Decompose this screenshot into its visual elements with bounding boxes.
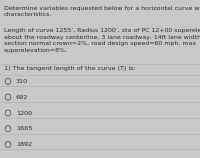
Text: Length of curve 1255’, Radius 1200’, sta of PC 12+00 superelevation rotated
abou: Length of curve 1255’, Radius 1200’, sta… bbox=[4, 28, 200, 53]
Text: 1) The tangent length of the curve (T) is:: 1) The tangent length of the curve (T) i… bbox=[4, 66, 136, 71]
Text: 1892: 1892 bbox=[16, 142, 32, 147]
Text: 1665: 1665 bbox=[16, 126, 32, 131]
Text: 310: 310 bbox=[16, 79, 28, 84]
Text: Determine variables requested below for a horizontal curve with the following
ch: Determine variables requested below for … bbox=[4, 6, 200, 17]
Text: 692: 692 bbox=[16, 95, 28, 100]
Text: 1200: 1200 bbox=[16, 111, 32, 116]
